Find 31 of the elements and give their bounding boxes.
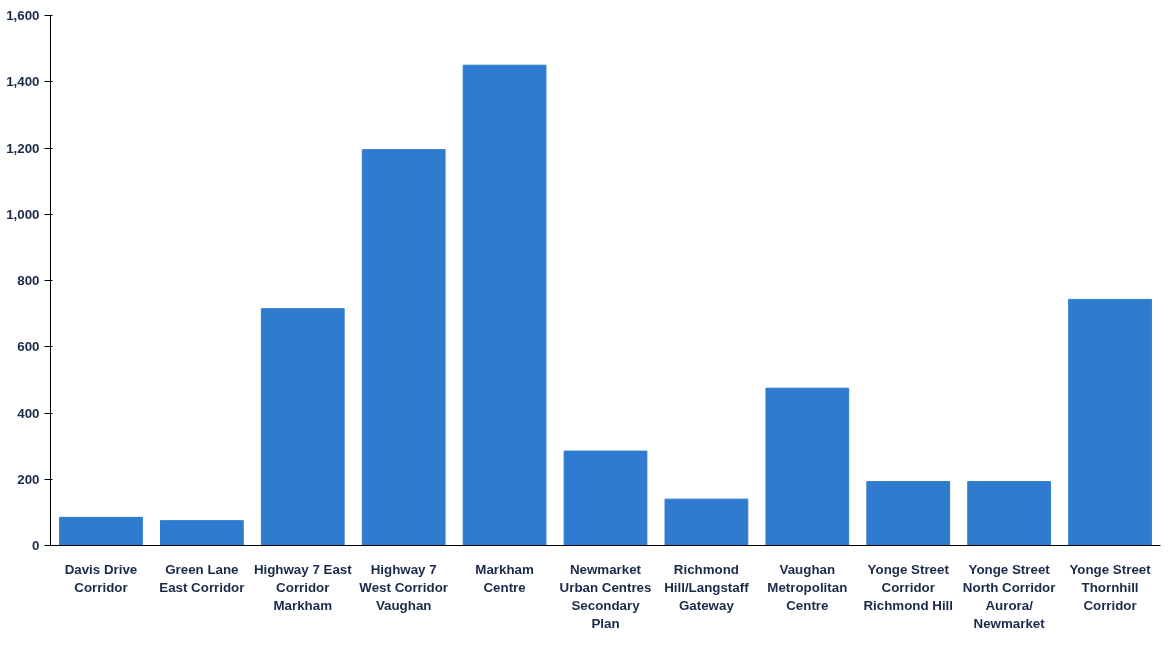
bar bbox=[361, 149, 446, 546]
x-tick-label: Newmarket Urban Centres Secondary Plan bbox=[559, 561, 652, 631]
x-tick-label: Highway 7 West Corridor Vaughan bbox=[359, 561, 448, 613]
x-tick-label: Vaughan Metropolitan Centre bbox=[767, 561, 848, 613]
x-tick-label: Yonge Street Corridor Richmond Hill bbox=[863, 561, 954, 613]
bar bbox=[866, 481, 951, 546]
x-tick-label: Markham Centre bbox=[475, 561, 534, 595]
y-tick-label: 1,400 bbox=[6, 74, 40, 90]
bar bbox=[765, 387, 850, 546]
y-tick-label: 200 bbox=[17, 471, 40, 487]
x-tick-label: Highway 7 East Corridor Markham bbox=[253, 561, 353, 613]
y-tick-label: 0 bbox=[32, 538, 40, 553]
y-tick-label: 1,000 bbox=[6, 206, 40, 222]
x-tick-label: Davis Drive Corridor bbox=[64, 561, 138, 595]
bar bbox=[563, 450, 648, 546]
y-tick-label: 600 bbox=[17, 339, 40, 355]
bar bbox=[664, 498, 749, 546]
x-tick-label: Yonge Street North Corridor Aurora/ Newmarket bbox=[962, 561, 1056, 631]
y-tick-label: 400 bbox=[17, 405, 40, 421]
bar bbox=[462, 64, 547, 546]
x-tick-label: Green Lane East Corridor bbox=[159, 561, 245, 595]
y-tick-label: 1,600 bbox=[6, 8, 40, 23]
x-tick-label: Richmond Hill/Langstaff Gateway bbox=[664, 561, 750, 613]
bar bbox=[1068, 298, 1152, 546]
x-tick-label: Yonge Street Thornhill Corridor bbox=[1069, 561, 1152, 613]
bar bbox=[159, 520, 244, 546]
y-tick-label: 1,200 bbox=[6, 140, 40, 156]
bar bbox=[967, 481, 1052, 546]
bar bbox=[59, 516, 143, 546]
bar bbox=[260, 308, 345, 546]
y-tick-label: 800 bbox=[17, 273, 40, 288]
